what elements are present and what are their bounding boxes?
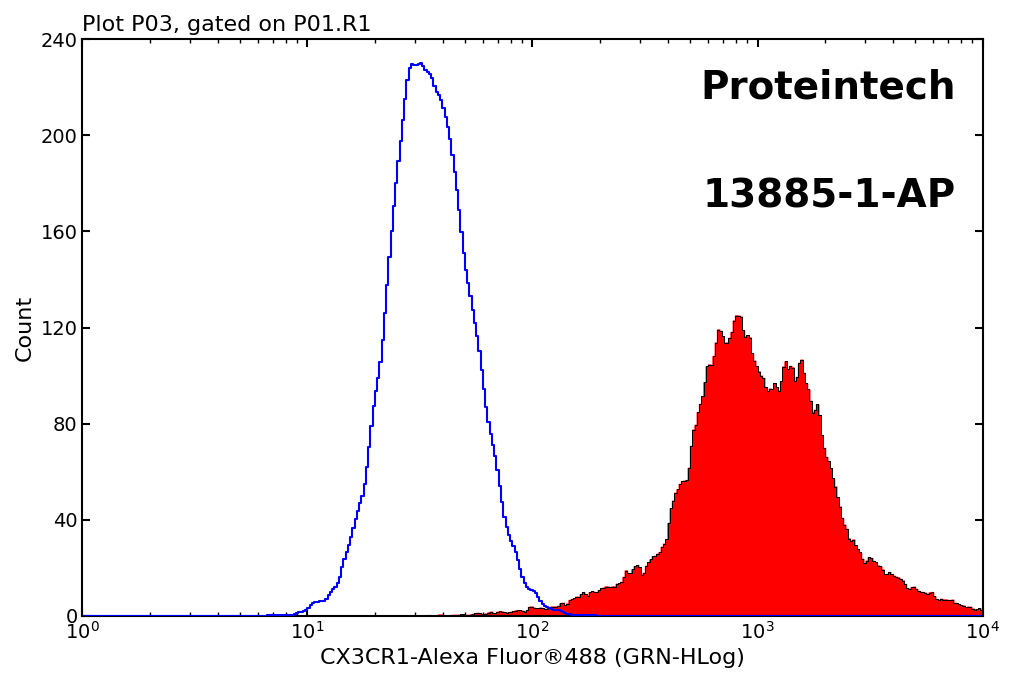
Text: Proteintech: Proteintech [700,68,955,106]
X-axis label: CX3CR1-Alexa Fluor®488 (GRN-HLog): CX3CR1-Alexa Fluor®488 (GRN-HLog) [320,648,745,668]
Text: Plot P03, gated on P01.R1: Plot P03, gated on P01.R1 [82,15,371,35]
Y-axis label: Count: Count [15,294,35,361]
Text: 13885-1-AP: 13885-1-AP [702,178,955,216]
